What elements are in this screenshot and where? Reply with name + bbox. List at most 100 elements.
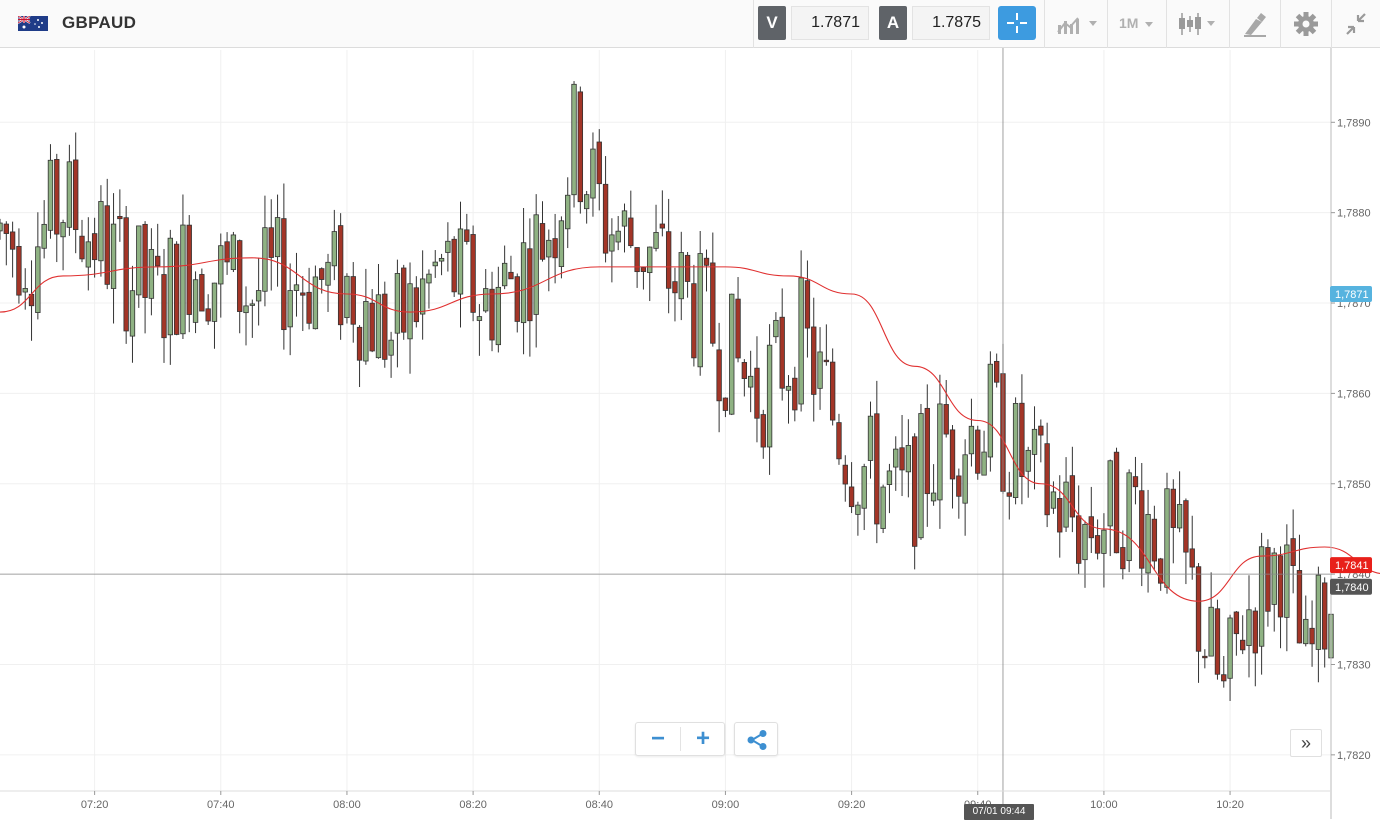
candle-down bbox=[1233, 611, 1240, 635]
price-badges: 1,7871 1,7841 1,7840 bbox=[1330, 285, 1372, 595]
candle-up bbox=[148, 249, 155, 299]
candle-up bbox=[893, 448, 899, 468]
candle-down bbox=[1057, 498, 1063, 533]
price-tick-label: 1,7820 bbox=[1337, 750, 1371, 762]
candle-up bbox=[375, 294, 382, 359]
candle-up bbox=[571, 83, 577, 196]
candle-down bbox=[735, 298, 741, 359]
candle-down bbox=[792, 377, 798, 411]
candle-down bbox=[16, 245, 22, 296]
candle-down bbox=[779, 316, 785, 389]
candle-down bbox=[1189, 548, 1195, 568]
price-axis: 1,78201,78301,78401,78501,78601,78701,78… bbox=[1331, 117, 1371, 762]
candle-down bbox=[350, 276, 356, 325]
candle-up bbox=[66, 161, 73, 228]
candle-down bbox=[829, 361, 836, 421]
candle-up bbox=[565, 194, 571, 230]
instrument-symbol[interactable]: GBPAUD bbox=[62, 13, 137, 32]
candle-down bbox=[369, 302, 375, 352]
candle-up bbox=[167, 237, 173, 336]
candle-up bbox=[426, 273, 432, 284]
candle-up bbox=[766, 344, 773, 448]
candle-down bbox=[1277, 555, 1284, 618]
candle-up bbox=[331, 231, 337, 267]
drawing-tools-icon[interactable] bbox=[1242, 10, 1268, 38]
candle-up bbox=[855, 504, 861, 515]
candle-up bbox=[129, 290, 136, 337]
timeframe-selector[interactable]: 1M bbox=[1119, 15, 1139, 31]
gear-icon[interactable] bbox=[1293, 10, 1319, 38]
candle-down bbox=[470, 234, 476, 313]
candle-down bbox=[1158, 558, 1164, 584]
chevron-down-icon[interactable] bbox=[1143, 10, 1157, 38]
price-tick-label: 1,7860 bbox=[1337, 388, 1371, 400]
candle-up bbox=[1246, 609, 1252, 647]
crosshair-time-label: 07/01 09:44 bbox=[964, 804, 1034, 820]
candle-up bbox=[1031, 428, 1038, 455]
candle-up bbox=[249, 303, 255, 306]
expand-panel-button[interactable]: » bbox=[1290, 729, 1322, 757]
candle-down bbox=[1214, 608, 1221, 675]
toolbar-divider bbox=[753, 0, 754, 48]
candle-down bbox=[924, 407, 930, 495]
zoom-in-button[interactable]: + bbox=[695, 725, 710, 752]
line-chart-icon[interactable] bbox=[1056, 10, 1102, 38]
candle-up bbox=[445, 240, 451, 253]
candle-up bbox=[211, 282, 218, 322]
time-tick-label: 08:20 bbox=[459, 799, 487, 811]
price-tick-label: 1,7830 bbox=[1337, 659, 1371, 671]
sell-label[interactable]: V bbox=[758, 6, 786, 40]
buy-label[interactable]: A bbox=[879, 6, 907, 40]
toolbar-divider bbox=[1331, 0, 1332, 48]
crosshair-button[interactable] bbox=[998, 6, 1036, 40]
candle-up bbox=[438, 257, 445, 262]
candle-down bbox=[1139, 490, 1145, 569]
candle-down bbox=[684, 254, 691, 282]
candle-up bbox=[230, 234, 237, 270]
candle-up bbox=[1025, 449, 1031, 472]
candle-up bbox=[937, 403, 943, 501]
candle-up bbox=[533, 214, 539, 315]
candle-down bbox=[703, 257, 710, 266]
candle-down bbox=[464, 229, 470, 242]
candle-down bbox=[508, 271, 514, 280]
candle-up bbox=[47, 159, 54, 231]
candle-down bbox=[527, 248, 533, 322]
share-button[interactable] bbox=[734, 722, 778, 756]
candle-down bbox=[300, 292, 306, 296]
candle-down bbox=[224, 241, 230, 263]
candle-down bbox=[602, 183, 609, 254]
zoom-out-button[interactable]: − bbox=[650, 725, 665, 752]
zoom-controls: − + bbox=[635, 722, 725, 756]
candle-down bbox=[848, 486, 855, 508]
candle-up bbox=[678, 252, 684, 300]
candle-up bbox=[293, 284, 300, 291]
sell-price-button[interactable]: 1.7871 bbox=[791, 6, 869, 40]
candle-down bbox=[173, 243, 180, 335]
candle-down bbox=[1252, 610, 1258, 654]
candle-up bbox=[798, 277, 804, 405]
candlestick-icon[interactable] bbox=[1177, 10, 1223, 38]
candle-down bbox=[823, 359, 830, 363]
candle-up bbox=[981, 451, 987, 476]
current-price-badge: 1,7841 bbox=[1335, 560, 1369, 572]
buy-price-button[interactable]: 1.7875 bbox=[912, 6, 990, 40]
candle-down bbox=[672, 281, 678, 294]
candle-up bbox=[476, 316, 483, 321]
toolbar-divider bbox=[1107, 0, 1108, 48]
candle-down bbox=[382, 293, 388, 360]
collapse-icon[interactable] bbox=[1343, 10, 1369, 38]
candle-down bbox=[1170, 488, 1176, 528]
candle-down bbox=[1038, 425, 1044, 436]
candlestick-series bbox=[0, 81, 1334, 702]
candle-down bbox=[1221, 674, 1227, 682]
price-chart[interactable]: 1,78201,78301,78401,78501,78601,78701,78… bbox=[0, 48, 1380, 824]
candle-down bbox=[319, 268, 325, 280]
toolbar-divider bbox=[1229, 0, 1230, 48]
candle-down bbox=[1044, 443, 1050, 516]
candle-up bbox=[621, 210, 628, 227]
candle-down bbox=[91, 233, 98, 261]
candle-down bbox=[1322, 582, 1328, 650]
candle-down bbox=[659, 223, 666, 229]
candle-up bbox=[180, 224, 186, 335]
